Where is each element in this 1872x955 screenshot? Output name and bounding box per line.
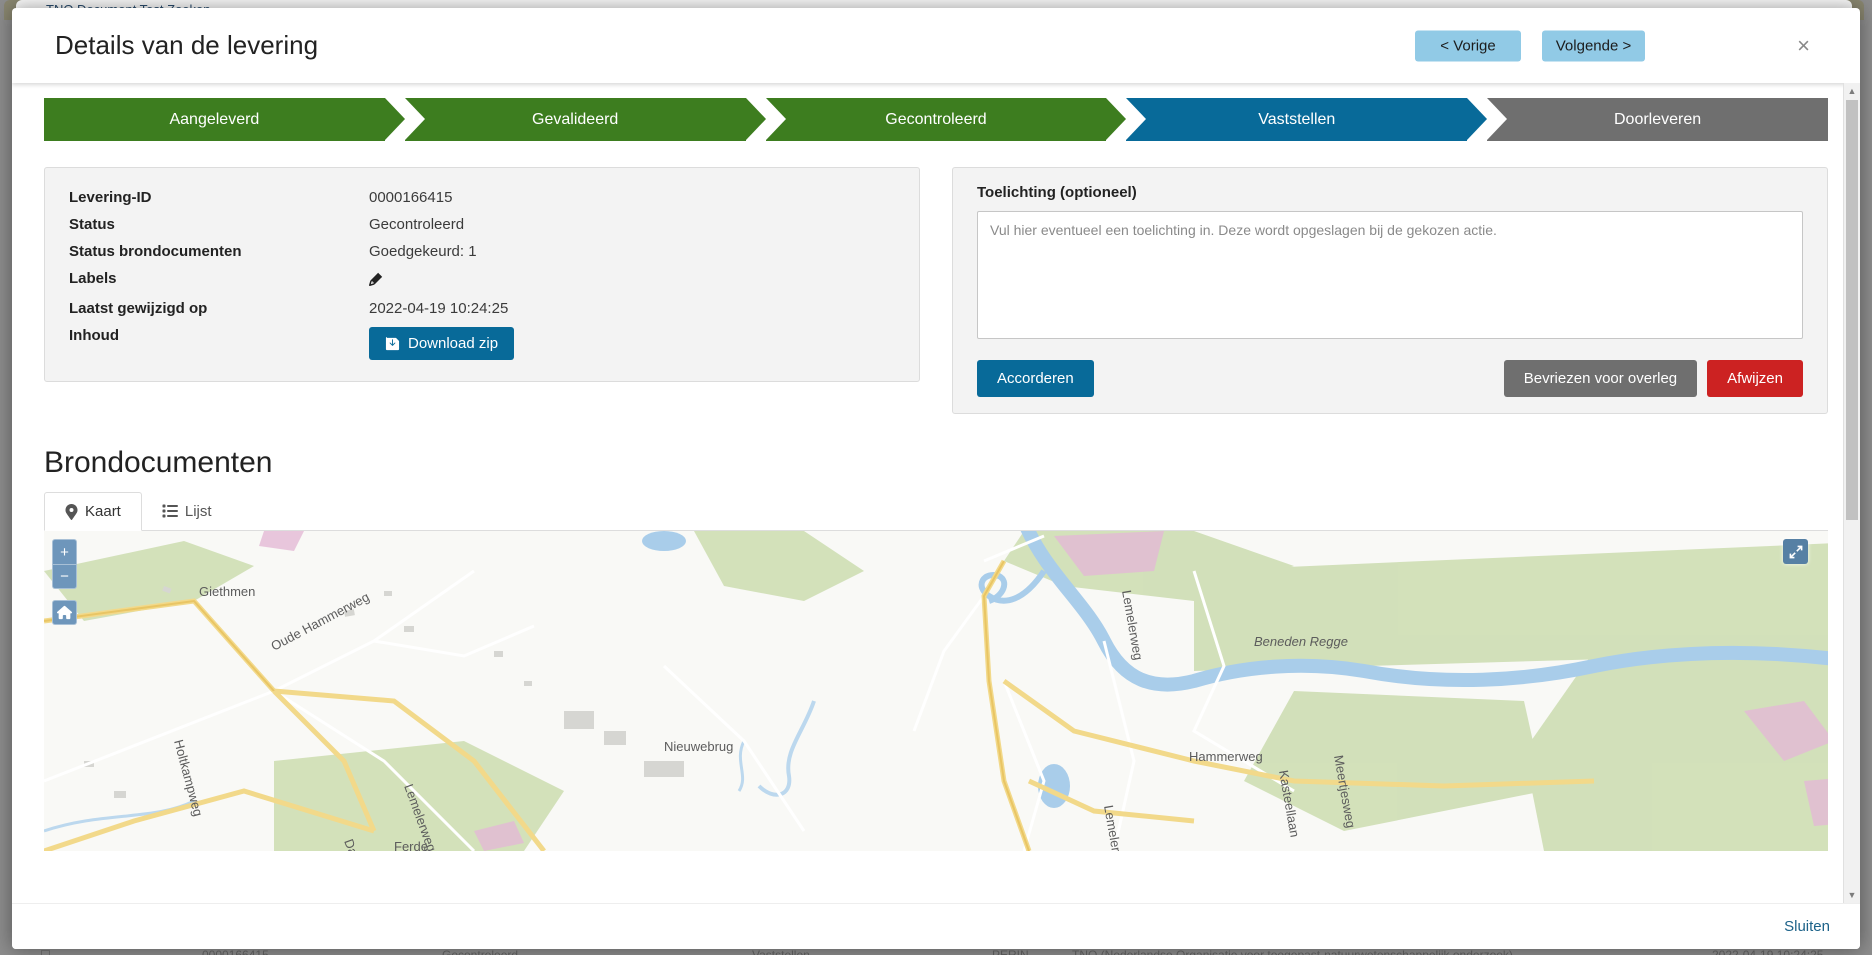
svg-text:Nieuwebrug: Nieuwebrug [664, 739, 733, 754]
svg-text:Ferde: Ferde [394, 839, 428, 851]
svg-text:Giethmen: Giethmen [199, 584, 255, 599]
svg-text:Beneden Regge: Beneden Regge [1254, 634, 1348, 649]
svg-text:Hammerweg: Hammerweg [1189, 749, 1263, 764]
